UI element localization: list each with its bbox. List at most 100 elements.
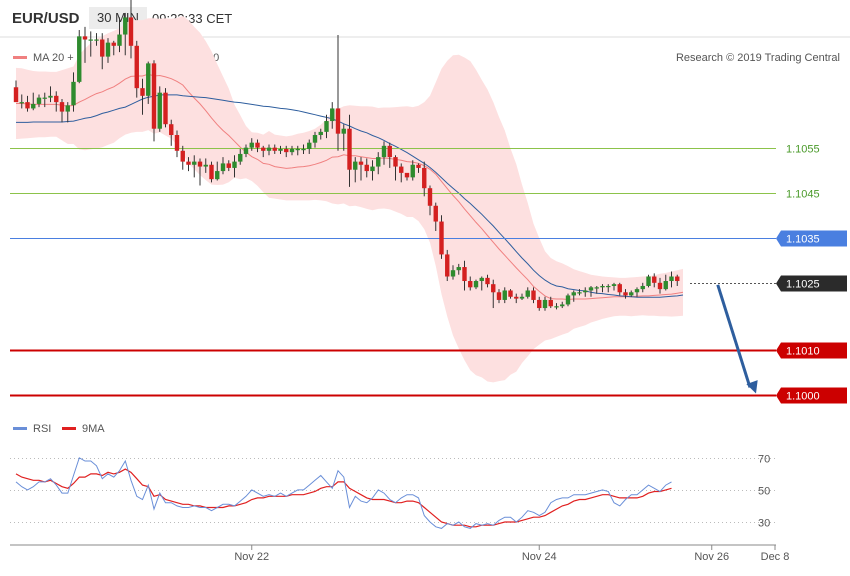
time-tick-label: Nov 22	[234, 551, 269, 563]
candle-body	[157, 92, 162, 129]
candle-body	[462, 267, 467, 282]
candle	[25, 95, 30, 112]
candle-body	[54, 95, 59, 103]
candle-body	[468, 281, 473, 288]
candle-body	[560, 304, 565, 307]
candle	[54, 91, 59, 112]
candle-body	[640, 285, 645, 290]
candle-body	[100, 39, 105, 57]
level-tag-1.1000	[776, 387, 847, 404]
candle-body	[42, 97, 47, 99]
candle-body	[450, 270, 456, 277]
candle	[215, 161, 220, 181]
candle	[272, 144, 277, 154]
candle-body	[548, 299, 553, 307]
candle-body	[519, 296, 525, 299]
candle-body	[399, 166, 404, 173]
candle-body	[266, 147, 272, 151]
candle-body	[284, 148, 289, 153]
candle	[266, 144, 272, 156]
candle	[554, 303, 559, 310]
candle	[203, 158, 208, 173]
price-levels: 1.1055 1.1045 1.1035 1.1025 1.1010 1.1000	[10, 144, 847, 404]
candle-body	[174, 135, 180, 151]
candle	[71, 72, 76, 112]
candle	[548, 296, 553, 309]
candle-body	[111, 42, 116, 46]
candle	[192, 155, 197, 178]
candle-body	[295, 148, 300, 151]
candle	[594, 285, 599, 294]
candle-body	[180, 150, 185, 162]
candle-body	[272, 147, 277, 151]
candle	[163, 88, 168, 128]
candle	[583, 287, 588, 297]
candle-body	[502, 290, 507, 300]
candle-body	[330, 108, 335, 122]
candle-body	[94, 39, 99, 41]
rsi-tick-label-70: 70	[758, 454, 770, 466]
candle	[238, 148, 243, 165]
candle-body	[473, 281, 479, 288]
candle-body	[123, 17, 128, 35]
candle-body	[364, 164, 369, 172]
candle-body	[416, 164, 421, 168]
candle	[94, 33, 99, 46]
candle-body	[238, 153, 243, 162]
time-tick-label: Nov 26	[694, 551, 729, 563]
rsi-ma-legend-label: 9MA	[82, 423, 105, 435]
candle	[588, 285, 594, 297]
candle-body	[583, 290, 588, 293]
candle-body	[77, 36, 82, 82]
candle-body	[623, 292, 628, 296]
candle	[479, 276, 484, 291]
candle	[456, 263, 461, 275]
candle-body	[617, 284, 622, 293]
candle-body	[652, 276, 657, 283]
candle	[514, 293, 519, 304]
candle	[542, 296, 548, 311]
attribution: Research © 2019 Trading Central	[676, 52, 840, 64]
candle	[13, 80, 19, 103]
candle	[508, 289, 513, 299]
candle-body	[669, 276, 674, 282]
rsi-ma-line	[15, 468, 672, 528]
candle-body	[117, 34, 122, 46]
candle	[491, 279, 496, 309]
candle	[318, 128, 323, 140]
candle-body	[307, 142, 312, 149]
candle	[376, 152, 381, 175]
candle	[59, 98, 65, 123]
candle	[19, 94, 24, 109]
candle-body	[197, 161, 203, 167]
time-tick-label: Nov 24	[522, 551, 557, 563]
candle	[606, 284, 611, 293]
candle	[105, 38, 111, 63]
candle-body	[611, 284, 617, 286]
candle-body	[243, 147, 249, 154]
candle-body	[427, 188, 433, 206]
candle	[42, 92, 47, 108]
candle	[335, 34, 341, 151]
candle-body	[594, 287, 599, 289]
candle	[387, 142, 392, 168]
candle-body	[301, 148, 306, 151]
candle	[640, 282, 645, 293]
rsi-legend: RSI 9MA	[13, 423, 105, 435]
candle	[65, 102, 70, 123]
candle-body	[278, 148, 283, 151]
candle	[445, 249, 450, 282]
candle-body	[675, 276, 680, 282]
candle-body	[105, 42, 111, 57]
candle-body	[508, 290, 513, 297]
candle	[341, 124, 346, 151]
candle	[565, 293, 571, 307]
candle	[502, 287, 507, 304]
candles	[13, 0, 680, 311]
candle-body	[289, 148, 295, 153]
candle-body	[370, 166, 375, 172]
rsi-tick-label-30: 30	[758, 518, 770, 530]
candle-body	[376, 157, 381, 167]
candle-body	[542, 299, 548, 309]
